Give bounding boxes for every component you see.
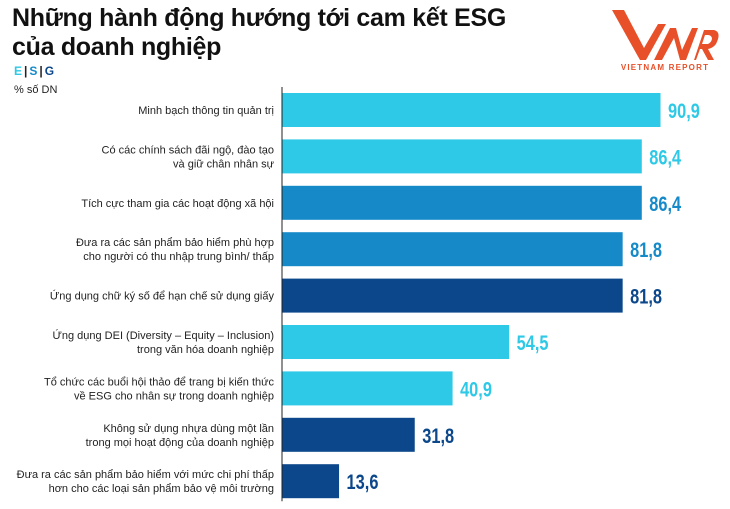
value-label: 13,6 [347,470,379,493]
bar [282,371,453,406]
bar [282,185,642,220]
category-label: Minh bạch thông tin quản trị [138,105,274,117]
logo-v-mark [612,10,666,60]
bar [282,139,642,174]
category-label: và giữ chân nhân sự [173,158,275,170]
value-label: 86,4 [649,145,681,168]
legend-separator: | [24,64,28,78]
value-label: 86,4 [649,192,681,215]
vietnam-report-logo: VIETNAM REPORT [612,10,719,72]
value-label: 31,8 [422,424,454,447]
bar [282,325,510,359]
category-label: cho người có thu nhập trung bình/ thấp [83,251,274,263]
category-label: Ứng dụng chữ ký số để hạn chế sử dụng gi… [50,290,275,303]
category-label: Tích cực tham gia các hoạt động xã hội [81,198,274,210]
chart-title-line-1: Những hành động hướng tới cam kết ESG [12,4,506,32]
chart-title-line-2: của doanh nghiệp [12,33,222,61]
category-label: Ứng dụng DEI (Diversity – Equity – Inclu… [52,329,274,342]
bar [282,464,340,499]
legend-separator: | [39,64,43,78]
category-label: Không sử dụng nhựa dùng một lần [103,423,274,435]
value-label: 81,8 [630,238,662,261]
value-label: 40,9 [460,377,492,400]
bar [282,93,661,127]
legend-g: G [44,64,55,78]
bar [282,278,623,313]
value-label: 90,9 [668,99,700,122]
value-label: 54,5 [517,331,549,354]
category-label: Tổ chức các buổi hội thảo để trang bị ki… [44,376,274,388]
logo-r-mark [694,30,719,60]
chart-title: Những hành động hướng tới cam kết ESG củ… [12,4,506,62]
category-label: hơn cho các loại sản phẩm bảo vệ môi trư… [49,483,274,495]
category-label: trong mọi hoạt động của doanh nghiệp [86,437,274,449]
unit-label: % số DN [14,84,58,96]
value-label: 81,8 [630,285,662,308]
legend-s: S [29,64,38,78]
category-label: Đưa ra các sản phẩm bảo hiểm với mức chi… [17,469,274,481]
legend-e: E [14,64,23,78]
logo-n-mark [654,28,698,60]
logo-text: VIETNAM REPORT [621,63,709,72]
category-label: Có các chính sách đãi ngộ, đào tạo [102,144,274,156]
category-label: Đưa ra các sản phẩm bảo hiểm phù hợp [76,237,274,249]
category-label: trong văn hóa doanh nghiệp [137,344,274,356]
bar [282,417,415,452]
legend: E | S | G [14,64,54,78]
category-label: về ESG cho nhân sự trong doanh nghiệp [74,390,274,402]
bar [282,232,623,267]
